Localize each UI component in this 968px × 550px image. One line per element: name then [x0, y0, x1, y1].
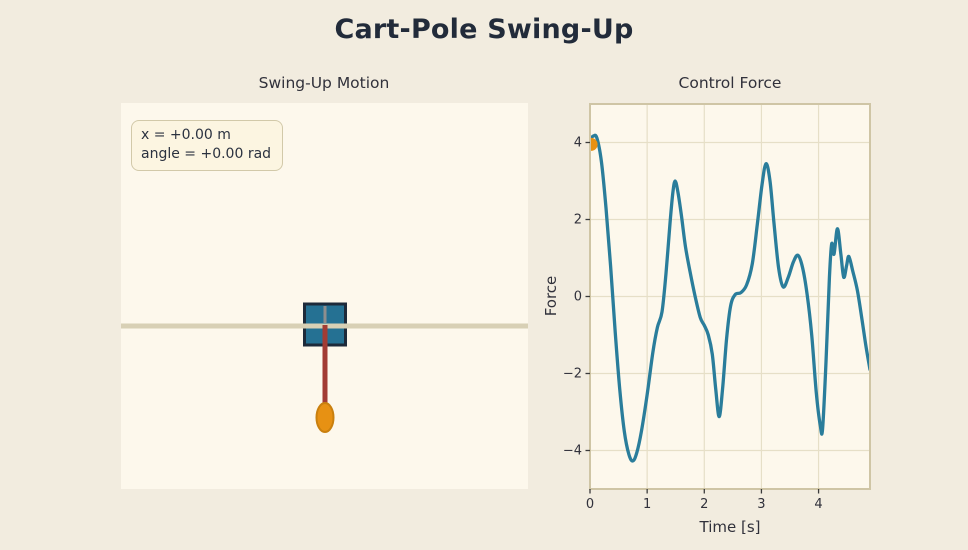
y-tick-label: −2 [562, 366, 582, 381]
force-plot-area [585, 103, 871, 494]
force-chart [585, 103, 871, 494]
current-time-marker [590, 137, 598, 151]
cartpole-drawing [121, 302, 528, 433]
pendulum-bob [315, 402, 335, 433]
y-tick-label: 0 [573, 289, 582, 304]
sim-panel-title: Swing-Up Motion [258, 74, 390, 92]
x-tick-label: 4 [814, 497, 823, 512]
force-line [590, 133, 870, 463]
sim-panel: x = +0.00 m angle = +0.00 rad [121, 103, 528, 489]
state-x-value: x = +0.00 m [141, 127, 231, 143]
state-readout: x = +0.00 m angle = +0.00 rad [131, 120, 284, 171]
y-tick-label: 2 [573, 212, 582, 227]
series-group [590, 133, 870, 463]
figure-title: Cart-Pole Swing-Up [334, 14, 634, 45]
y-tick-label: −4 [562, 443, 582, 458]
chart-title: Control Force [678, 74, 782, 92]
state-angle-value: angle = +0.00 rad [141, 146, 272, 162]
x-axis-label: Time [s] [699, 518, 761, 536]
x-tick-label: 3 [757, 497, 766, 512]
x-tick-label: 0 [585, 497, 595, 512]
x-tick-label: 2 [700, 497, 709, 512]
y-axis-label: Force [542, 275, 560, 317]
x-tick-label: 1 [643, 497, 652, 512]
y-tick-label: 4 [573, 135, 582, 150]
